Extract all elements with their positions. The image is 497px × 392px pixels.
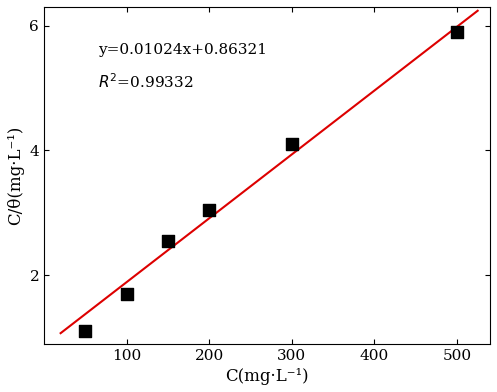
- Point: [123, 290, 131, 297]
- Point: [288, 141, 296, 147]
- Text: $R^{2}$=0.99332: $R^{2}$=0.99332: [98, 72, 193, 91]
- Point: [453, 29, 461, 35]
- Text: y=0.01024x+0.86321: y=0.01024x+0.86321: [98, 43, 267, 57]
- X-axis label: C(mg·L⁻¹): C(mg·L⁻¹): [225, 368, 309, 385]
- Point: [82, 328, 89, 334]
- Y-axis label: C/θ(mg·L⁻¹): C/θ(mg·L⁻¹): [7, 125, 24, 225]
- Point: [164, 238, 172, 244]
- Point: [205, 207, 213, 213]
